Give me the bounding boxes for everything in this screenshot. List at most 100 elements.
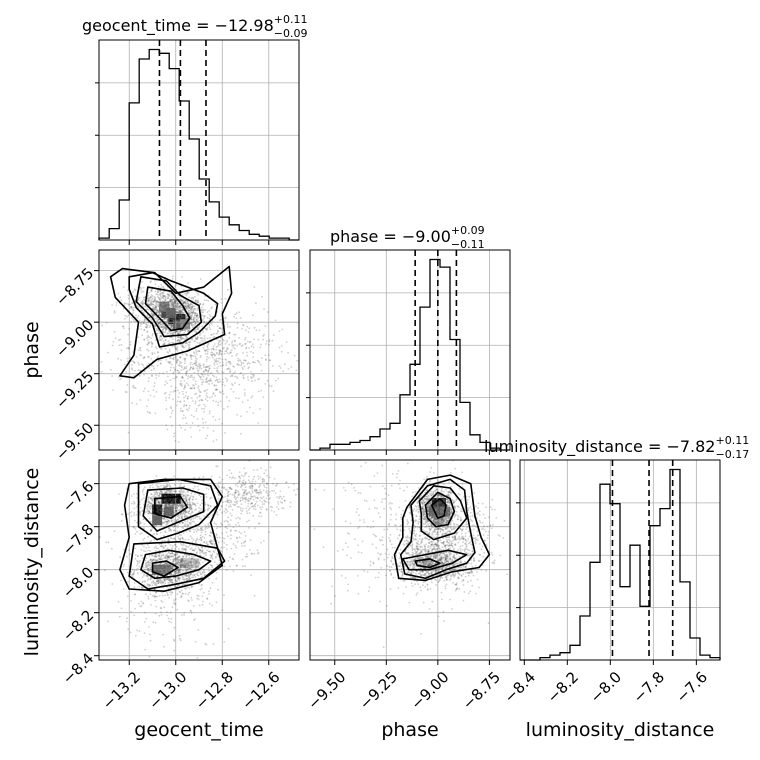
scatter-point — [197, 385, 200, 387]
scatter-point — [221, 378, 224, 381]
scatter-point — [244, 501, 247, 503]
scatter-point — [182, 346, 185, 349]
scatter-point — [150, 357, 153, 360]
scatter-point — [180, 426, 183, 429]
scatter-point — [244, 565, 246, 568]
scatter-point — [234, 347, 236, 350]
scatter-point — [166, 320, 169, 323]
scatter-point — [210, 348, 213, 351]
scatter-point — [213, 561, 216, 563]
scatter-point — [178, 326, 181, 329]
scatter-point — [204, 405, 207, 408]
scatter-point — [107, 351, 109, 354]
scatter-point — [202, 317, 205, 319]
scatter-point — [175, 314, 178, 317]
scatter-point — [168, 324, 171, 327]
scatter-point — [167, 519, 170, 522]
scatter-point — [238, 359, 241, 361]
scatter-point — [153, 299, 156, 302]
scatter-point — [170, 314, 173, 317]
scatter-point — [170, 299, 172, 302]
scatter-point — [164, 530, 166, 533]
scatter-point — [185, 328, 187, 330]
scatter-point — [208, 569, 211, 572]
scatter-point — [150, 320, 153, 322]
scatter-point — [271, 339, 274, 342]
scatter-point — [190, 314, 193, 317]
scatter-point — [176, 300, 179, 303]
scatter-point — [206, 396, 209, 399]
scatter-point — [210, 323, 213, 325]
scatter-point — [181, 311, 184, 314]
scatter-point — [225, 531, 228, 534]
scatter-point — [150, 345, 153, 348]
scatter-point — [172, 510, 175, 513]
scatter-point — [180, 298, 183, 301]
scatter-point — [169, 505, 172, 508]
scatter-point — [192, 415, 195, 418]
scatter-point — [196, 396, 199, 399]
scatter-point — [159, 310, 162, 313]
scatter-point — [234, 477, 236, 479]
scatter-point — [204, 389, 207, 392]
scatter-point — [170, 357, 172, 359]
scatter-point — [174, 320, 177, 323]
scatter-point — [208, 313, 211, 316]
scatter-point — [206, 434, 209, 437]
scatter-point — [179, 310, 181, 312]
scatter-point — [157, 502, 160, 504]
scatter-point — [179, 401, 182, 403]
scatter-point — [163, 517, 166, 519]
scatter-point — [152, 514, 155, 516]
scatter-point — [220, 328, 223, 330]
scatter-point — [185, 305, 188, 308]
scatter-point — [242, 368, 244, 370]
scatter-point — [178, 338, 181, 341]
scatter-point — [173, 321, 176, 323]
scatter-point — [162, 296, 164, 299]
scatter-point — [169, 300, 172, 303]
scatter-point — [180, 310, 182, 313]
scatter-point — [151, 342, 154, 345]
scatter-point — [132, 493, 135, 495]
scatter-point — [187, 395, 190, 398]
scatter-point — [157, 301, 160, 304]
scatter-point — [171, 324, 174, 326]
scatter-point — [157, 322, 160, 325]
scatter-point — [164, 306, 167, 309]
scatter-point — [162, 287, 165, 290]
scatter-point — [172, 377, 174, 380]
scatter-point — [181, 309, 184, 311]
scatter-point — [150, 364, 153, 367]
scatter-point — [169, 323, 172, 326]
scatter-point — [175, 509, 178, 512]
scatter-point — [205, 366, 208, 368]
scatter-point — [160, 335, 163, 338]
scatter-point — [220, 352, 223, 355]
scatter-point — [208, 367, 211, 370]
scatter-point — [161, 539, 164, 542]
scatter-point — [185, 499, 188, 501]
scatter-point — [206, 345, 209, 347]
scatter-point — [248, 549, 251, 551]
scatter-point — [179, 330, 182, 333]
scatter-point — [167, 510, 170, 513]
scatter-point — [146, 507, 148, 510]
scatter-point — [180, 321, 183, 324]
scatter-point — [185, 318, 188, 320]
scatter-point — [172, 319, 175, 321]
scatter-point — [159, 347, 162, 350]
scatter-point — [163, 498, 166, 501]
scatter-point — [186, 521, 189, 523]
scatter-point — [167, 309, 170, 312]
scatter-point — [201, 309, 203, 312]
scatter-point — [166, 553, 169, 555]
scatter-point — [202, 381, 205, 383]
scatter-point — [173, 305, 175, 307]
scatter-point — [212, 353, 215, 356]
density-cell — [173, 320, 184, 331]
scatter-point — [194, 359, 197, 362]
scatter-point — [152, 486, 154, 489]
scatter-point — [171, 278, 174, 280]
scatter-point — [252, 343, 254, 345]
